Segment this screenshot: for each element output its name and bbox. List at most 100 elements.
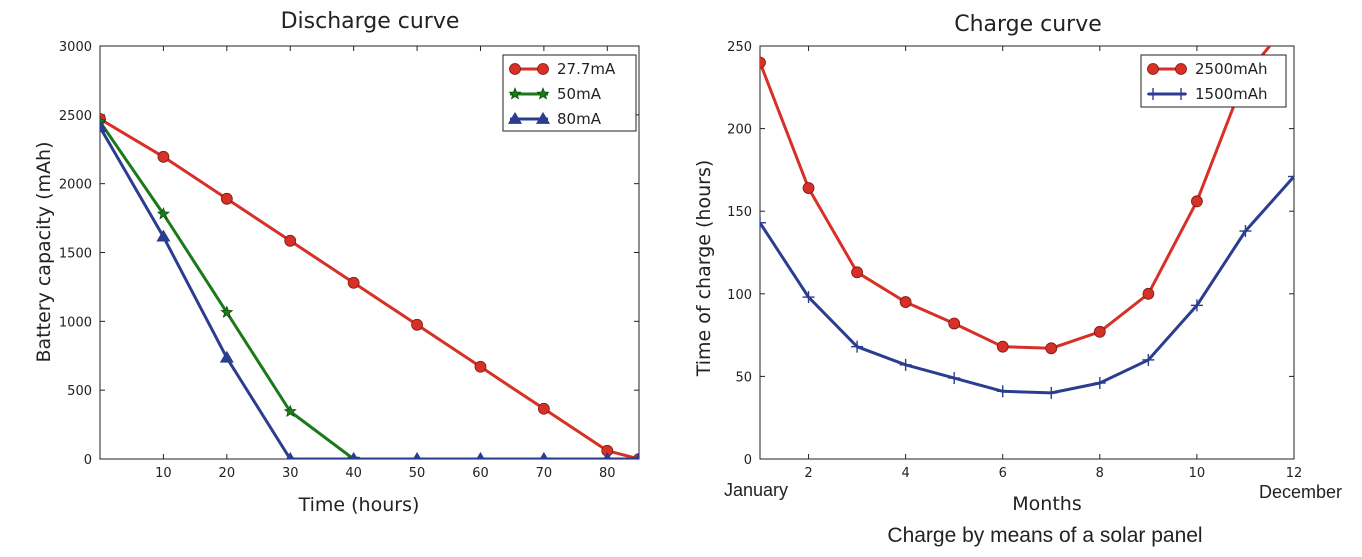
charge-ytick-label: 50	[735, 370, 752, 385]
charge-data-point	[1190, 299, 1203, 312]
discharge-xtick-label: 70	[536, 466, 553, 481]
charge-data-point	[1142, 353, 1155, 366]
discharge-ytick-label: 1000	[59, 315, 92, 330]
discharge-legend-marker	[536, 87, 550, 100]
discharge-data-point	[283, 404, 297, 418]
charge-data-point	[851, 266, 863, 279]
discharge-xtick-label: 20	[219, 466, 236, 481]
charge-legend-label: 1500mAh	[1195, 85, 1268, 103]
discharge-legend-label: 27.7mA	[557, 60, 616, 78]
charge-ytick-label: 200	[727, 123, 752, 138]
charge-ticks: 2 4 6 8 10 12 0 50 100 150 200 250	[727, 40, 1302, 481]
charge-data-point	[760, 216, 766, 229]
discharge-data-point	[220, 305, 234, 318]
charge-data-point	[1239, 225, 1252, 238]
discharge-ytick-label: 0	[84, 453, 92, 468]
charge-ylabel: Time of charge (hours)	[693, 160, 715, 378]
charge-data-point	[1191, 195, 1203, 208]
charge-ytick-label: 150	[727, 205, 752, 220]
discharge-xtick-label: 10	[155, 466, 172, 481]
charge-title: Charge curve	[954, 12, 1102, 37]
discharge-xtick-label: 80	[599, 466, 616, 481]
charge-data-point	[1045, 342, 1058, 355]
charge-data-point	[948, 372, 961, 385]
discharge-data-point	[347, 276, 360, 289]
charge-chart: Charge curve 2 4 6 8 10 12 0 50 100 150 200 250 Mon…	[693, 12, 1342, 547]
charge-ytick-label: 250	[727, 40, 752, 55]
discharge-data-point	[156, 229, 171, 242]
charge-xtick-label: 12	[1286, 466, 1303, 481]
charge-ytick-label: 100	[727, 288, 752, 303]
discharge-legend-marker	[508, 87, 522, 100]
charge-xtick-label: 6	[999, 466, 1007, 481]
charge-data-point	[851, 340, 864, 353]
charge-legend-marker	[1175, 88, 1187, 100]
discharge-data-point	[284, 234, 297, 247]
discharge-legend-marker	[507, 111, 523, 124]
december-label: December	[1259, 482, 1342, 502]
charge-data-point	[948, 317, 961, 330]
charge-plot-frame	[759, 45, 1295, 460]
discharge-data-point	[157, 150, 170, 163]
discharge-xtick-label: 30	[282, 466, 299, 481]
charge-xtick-label: 10	[1189, 466, 1206, 481]
discharge-ytick-label: 2000	[59, 178, 92, 193]
charge-data-point	[760, 56, 766, 69]
discharge-series-line	[100, 117, 639, 459]
charge-data-point	[899, 296, 912, 308]
discharge-data-point	[539, 451, 549, 459]
discharge-data-point	[603, 451, 612, 459]
charge-legend-marker	[1147, 88, 1159, 100]
charge-data-point	[996, 340, 1009, 353]
charge-series	[760, 46, 1294, 399]
discharge-data-point	[156, 207, 170, 220]
charge-data-point	[802, 182, 815, 194]
discharge-ytick-label: 500	[67, 384, 92, 399]
charge-legend-marker	[1175, 63, 1187, 75]
january-label: January	[724, 480, 788, 500]
discharge-legend-label: 50mA	[557, 85, 602, 103]
discharge-chart: Discharge curve 10 20 30 40 50 60 70 80 0 500 1000…	[33, 9, 640, 516]
charge-data-point	[1142, 287, 1155, 300]
charge-xlabel: Months	[1012, 493, 1081, 515]
charge-legend-box	[1140, 54, 1287, 108]
discharge-ticks: 10 20 30 40 50 60 70 80 0 500 1000 1500 2000 2500 3000	[59, 40, 639, 481]
charge-legend: 2500mAh 1500mAh	[1140, 54, 1287, 108]
charge-xtick-label: 8	[1096, 466, 1104, 481]
discharge-legend-marker	[537, 63, 549, 75]
charge-ytick-label: 0	[744, 453, 752, 468]
charge-series-line	[760, 175, 1294, 395]
charge-legend-label: 2500mAh	[1195, 60, 1268, 78]
charge-data-point	[1045, 386, 1058, 399]
charge-xtick-label: 4	[901, 466, 909, 481]
discharge-xtick-label: 60	[472, 466, 489, 481]
discharge-data-point	[474, 360, 487, 373]
discharge-data-point	[634, 451, 639, 459]
charge-data-point	[1093, 325, 1106, 338]
discharge-ytick-label: 3000	[59, 40, 92, 55]
discharge-data-point	[349, 451, 358, 459]
discharge-xlabel: Time (hours)	[298, 494, 420, 516]
discharge-data-point	[219, 350, 234, 363]
discharge-series	[100, 113, 639, 459]
discharge-data-point	[537, 402, 550, 415]
discharge-ytick-label: 2500	[59, 109, 92, 124]
discharge-legend-marker	[509, 63, 521, 75]
charge-data-point	[1093, 377, 1106, 390]
discharge-data-point	[412, 451, 422, 459]
discharge-xtick-label: 40	[345, 466, 362, 481]
discharge-series-line	[100, 120, 355, 459]
discharge-series-line	[100, 126, 639, 459]
charge-data-point	[996, 385, 1009, 398]
discharge-xtick-label: 50	[409, 466, 426, 481]
discharge-title: Discharge curve	[281, 9, 460, 34]
charge-data-point	[899, 358, 912, 371]
solar-panel-caption: Charge by means of a solar panel	[887, 524, 1202, 547]
discharge-data-point	[286, 451, 295, 459]
discharge-ylabel: Battery capacity (mAh)	[33, 142, 55, 363]
discharge-legend-marker	[535, 111, 551, 124]
discharge-legend-label: 80mA	[557, 110, 602, 128]
discharge-data-point	[476, 451, 485, 459]
discharge-data-point	[100, 120, 108, 133]
charge-legend-marker	[1147, 63, 1159, 75]
